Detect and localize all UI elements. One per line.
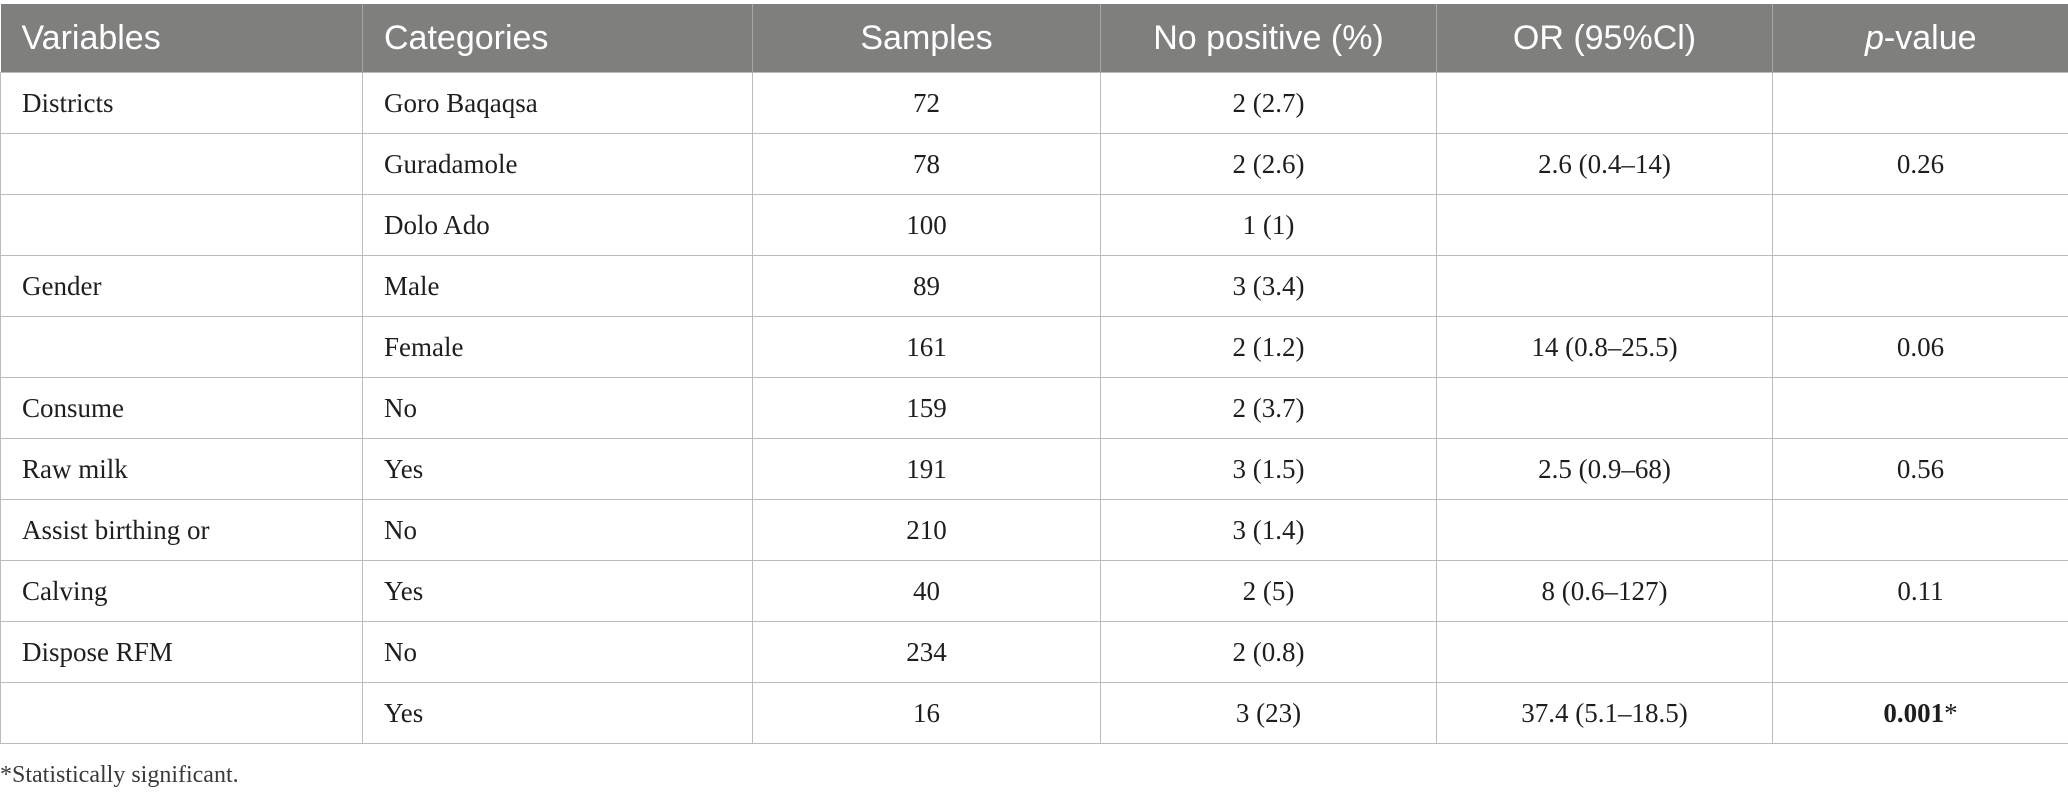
cell-positive: 2 (2.7) — [1100, 72, 1437, 134]
cell-odds-ratio — [1436, 621, 1773, 683]
cell-variable — [0, 133, 363, 195]
results-table: Variables Categories Samples No positive… — [0, 4, 2068, 744]
cell-odds-ratio: 37.4 (5.1–18.5) — [1436, 682, 1773, 744]
cell-positive: 2 (1.2) — [1100, 316, 1437, 378]
cell-odds-ratio — [1436, 255, 1773, 317]
cell-variable: Consume — [0, 377, 363, 439]
cell-category: Male — [362, 255, 753, 317]
cell-samples: 159 — [752, 377, 1101, 439]
cell-samples: 161 — [752, 316, 1101, 378]
p-value-text: 0.26 — [1896, 148, 1945, 179]
cell-variable: Raw milk — [0, 438, 363, 500]
cell-positive: 3 (3.4) — [1100, 255, 1437, 317]
cell-variable: Gender — [0, 255, 363, 317]
cell-variable: Districts — [0, 72, 363, 134]
cell-category: No — [362, 377, 753, 439]
cell-variable — [0, 194, 363, 256]
cell-odds-ratio — [1436, 499, 1773, 561]
table-row: Yes 16 3 (23) 37.4 (5.1–18.5) 0.001* — [0, 682, 2068, 744]
cell-samples: 234 — [752, 621, 1101, 683]
cell-category: No — [362, 499, 753, 561]
cell-odds-ratio: 14 (0.8–25.5) — [1436, 316, 1773, 378]
cell-positive: 3 (23) — [1100, 682, 1437, 744]
table-row: Raw milk Yes 191 3 (1.5) 2.5 (0.9–68) 0.… — [0, 438, 2068, 500]
cell-odds-ratio: 2.5 (0.9–68) — [1436, 438, 1773, 500]
table-row: Female 161 2 (1.2) 14 (0.8–25.5) 0.06 — [0, 316, 2068, 378]
cell-p-value — [1772, 255, 2068, 317]
cell-odds-ratio — [1436, 194, 1773, 256]
header-p-italic: p — [1864, 18, 1884, 57]
cell-variable: Assist birthing or — [0, 499, 363, 561]
results-table-container: Variables Categories Samples No positive… — [0, 4, 2068, 744]
cell-category: Yes — [362, 682, 753, 744]
table-row: Guradamole 78 2 (2.6) 2.6 (0.4–14) 0.26 — [0, 133, 2068, 195]
header-categories: Categories — [362, 4, 753, 73]
cell-variable — [0, 682, 363, 744]
header-odds-ratio: OR (95%Cl) — [1436, 4, 1773, 73]
cell-positive: 2 (0.8) — [1100, 621, 1437, 683]
table-header-row: Variables Categories Samples No positive… — [0, 4, 2068, 73]
cell-positive: 1 (1) — [1100, 194, 1437, 256]
cell-category: Yes — [362, 438, 753, 500]
cell-category: Guradamole — [362, 133, 753, 195]
cell-positive: 3 (1.4) — [1100, 499, 1437, 561]
cell-samples: 78 — [752, 133, 1101, 195]
cell-variable — [0, 316, 363, 378]
cell-samples: 210 — [752, 499, 1101, 561]
cell-odds-ratio — [1436, 72, 1773, 134]
header-p-value: p-value — [1772, 4, 2068, 73]
cell-samples: 191 — [752, 438, 1101, 500]
cell-p-value — [1772, 72, 2068, 134]
table-row: Assist birthing or No 210 3 (1.4) — [0, 499, 2068, 561]
cell-category: Female — [362, 316, 753, 378]
header-samples: Samples — [752, 4, 1101, 73]
cell-positive: 2 (3.7) — [1100, 377, 1437, 439]
header-variables: Variables — [0, 4, 363, 73]
cell-variable: Dispose RFM — [0, 621, 363, 683]
cell-positive: 2 (5) — [1100, 560, 1437, 622]
cell-category: Goro Baqaqsa — [362, 72, 753, 134]
cell-p-value — [1772, 194, 2068, 256]
cell-p-value: 0.001* — [1772, 682, 2068, 744]
cell-samples: 100 — [752, 194, 1101, 256]
cell-samples: 16 — [752, 682, 1101, 744]
table-footnote: *Statistically significant. — [0, 762, 239, 788]
cell-category: Yes — [362, 560, 753, 622]
p-value-text: 0.56 — [1896, 453, 1945, 484]
cell-positive: 3 (1.5) — [1100, 438, 1437, 500]
cell-samples: 72 — [752, 72, 1101, 134]
cell-p-value — [1772, 499, 2068, 561]
cell-odds-ratio: 2.6 (0.4–14) — [1436, 133, 1773, 195]
p-value-text: 0.11 — [1897, 575, 1944, 606]
p-value-text-significant: 0.001 — [1883, 697, 1945, 728]
cell-odds-ratio: 8 (0.6–127) — [1436, 560, 1773, 622]
cell-p-value: 0.06 — [1772, 316, 2068, 378]
cell-category: Dolo Ado — [362, 194, 753, 256]
table-row: Consume No 159 2 (3.7) — [0, 377, 2068, 439]
cell-p-value: 0.26 — [1772, 133, 2068, 195]
cell-p-value — [1772, 621, 2068, 683]
p-value-mark: * — [1944, 697, 1958, 728]
cell-samples: 89 — [752, 255, 1101, 317]
cell-category: No — [362, 621, 753, 683]
cell-samples: 40 — [752, 560, 1101, 622]
cell-positive: 2 (2.6) — [1100, 133, 1437, 195]
table-row: Gender Male 89 3 (3.4) — [0, 255, 2068, 317]
cell-p-value: 0.11 — [1772, 560, 2068, 622]
p-value-text: 0.06 — [1896, 331, 1945, 362]
table-row: Districts Goro Baqaqsa 72 2 (2.7) — [0, 72, 2068, 134]
cell-p-value: 0.56 — [1772, 438, 2068, 500]
table-row: Calving Yes 40 2 (5) 8 (0.6–127) 0.11 — [0, 560, 2068, 622]
header-no-positive: No positive (%) — [1100, 4, 1437, 73]
table-row: Dolo Ado 100 1 (1) — [0, 194, 2068, 256]
cell-odds-ratio — [1436, 377, 1773, 439]
cell-p-value — [1772, 377, 2068, 439]
cell-variable: Calving — [0, 560, 363, 622]
table-row: Dispose RFM No 234 2 (0.8) — [0, 621, 2068, 683]
header-p-rest: -value — [1883, 18, 1977, 57]
